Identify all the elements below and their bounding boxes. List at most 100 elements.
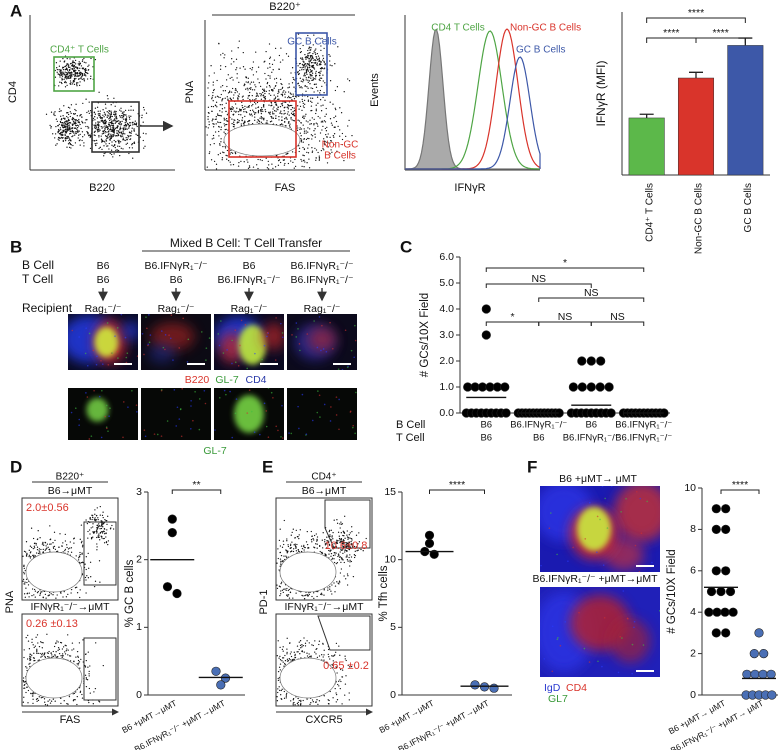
- flow-event: [72, 123, 73, 124]
- flow-event: [216, 106, 217, 107]
- stain-speck: [224, 390, 226, 392]
- flow-event: [126, 129, 127, 130]
- flow-event: [67, 74, 68, 75]
- flow-event: [37, 547, 38, 548]
- flow-event: [85, 68, 86, 69]
- flow-event: [319, 140, 320, 141]
- flow-event: [58, 641, 59, 642]
- flow-event: [117, 126, 118, 127]
- flow-event: [294, 120, 295, 121]
- flow-event: [315, 73, 316, 74]
- flow-event: [70, 131, 71, 132]
- flow-event: [325, 134, 326, 135]
- flow-event: [320, 70, 321, 71]
- flow-event: [79, 139, 80, 140]
- flow-event: [292, 162, 293, 163]
- flow-event: [99, 525, 100, 526]
- flow-event: [209, 124, 210, 125]
- flow-event: [101, 528, 102, 529]
- flow-event: [57, 650, 58, 651]
- flow-event: [291, 535, 292, 536]
- flow-event: [255, 86, 256, 87]
- flow-event: [47, 701, 48, 702]
- flow-event: [102, 115, 103, 116]
- flow-event: [340, 521, 341, 522]
- stain-speck: [288, 432, 290, 434]
- flow-event: [292, 77, 293, 78]
- flow-event: [265, 109, 266, 110]
- stain-speck: [180, 409, 182, 411]
- flow-event: [306, 86, 307, 87]
- panel-label: F: [527, 457, 537, 476]
- flow-event: [315, 48, 316, 49]
- label: Rag₁⁻/⁻: [304, 303, 341, 315]
- flow-event: [310, 69, 311, 70]
- stain-speck: [282, 332, 284, 334]
- flow-event: [119, 140, 120, 141]
- flow-event: [233, 107, 234, 108]
- flow-event: [297, 105, 298, 106]
- flow-event: [110, 111, 111, 112]
- flow-event: [98, 526, 99, 527]
- flow-event: [328, 133, 329, 134]
- flow-event: [226, 86, 227, 87]
- flow-event: [72, 64, 73, 65]
- flow-event: [340, 562, 341, 563]
- flow-event: [94, 514, 95, 515]
- stain-speck: [249, 389, 251, 391]
- flow-event: [243, 109, 244, 110]
- flow-event: [327, 587, 328, 588]
- flow-event: [295, 166, 296, 167]
- flow-event: [293, 529, 294, 530]
- flow-event: [122, 139, 123, 140]
- flow-event: [251, 114, 252, 115]
- flow-event: [307, 131, 308, 132]
- stain-speck: [251, 411, 253, 413]
- flow-event: [81, 562, 82, 563]
- stain-speck: [107, 322, 109, 324]
- flow-event: [93, 691, 94, 692]
- flow-event: [40, 593, 41, 594]
- flow-event: [70, 111, 71, 112]
- stain-speck: [267, 332, 269, 334]
- flow-event: [289, 125, 290, 126]
- flow-event: [305, 57, 306, 58]
- stain-speck: [319, 416, 321, 418]
- flow-event: [30, 552, 31, 553]
- flow-event: [31, 639, 32, 640]
- flow-event: [82, 59, 83, 60]
- flow-event: [98, 136, 99, 137]
- flow-event: [104, 125, 105, 126]
- flow-event: [274, 88, 275, 89]
- flow-event: [48, 651, 49, 652]
- flow-event: [351, 556, 352, 557]
- flow-event: [87, 126, 88, 127]
- flow-event: [66, 121, 67, 122]
- flow-event: [51, 654, 52, 655]
- flow-event: [111, 145, 112, 146]
- label: IFNγR: [454, 182, 485, 194]
- flow-event: [331, 593, 332, 594]
- flow-event: [321, 129, 322, 130]
- flow-event: [66, 69, 67, 70]
- stain-speck: [161, 330, 163, 332]
- flow-event: [94, 127, 95, 128]
- flow-event: [99, 582, 100, 583]
- stain-speck: [148, 314, 150, 316]
- stain-speck: [280, 323, 282, 325]
- flow-event: [111, 136, 112, 137]
- flow-event: [330, 102, 331, 103]
- flow-event: [124, 125, 125, 126]
- flow-event: [23, 566, 24, 567]
- flow-event: [311, 71, 312, 72]
- flow-event: [253, 74, 254, 75]
- flow-event: [315, 78, 316, 79]
- flow-event: [62, 137, 63, 138]
- flow-event: [110, 127, 111, 128]
- flow-event: [90, 692, 91, 693]
- flow-event: [108, 115, 109, 116]
- flow-event: [212, 119, 213, 120]
- flow-event: [322, 74, 323, 75]
- flow-event: [99, 539, 100, 540]
- flow-event: [85, 62, 86, 63]
